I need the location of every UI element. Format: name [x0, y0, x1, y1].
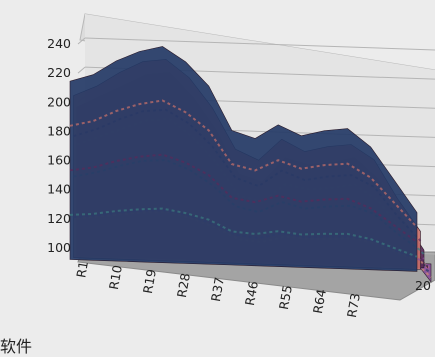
- depth-tick-label: 20: [415, 278, 431, 293]
- gridline-wall: [77, 66, 86, 74]
- gridline: [84, 37, 435, 51]
- gridline-wall: [77, 37, 86, 45]
- y-tick-label: 200: [47, 94, 71, 109]
- y-axis-ticks: 240 220 200 180 160 140 120 100: [47, 36, 71, 255]
- surface: [69, 46, 432, 283]
- y-tick-label: 180: [47, 123, 71, 138]
- surface-texture: [69, 153, 418, 243]
- surface-band: [69, 46, 418, 272]
- x-tick-label: R46: [242, 280, 261, 307]
- x-axis-ticks: R1 R10 R19 R28 R37 R46 R55 R64 R73: [73, 260, 363, 319]
- y-tick-label: 160: [47, 153, 71, 168]
- surface-texture: [69, 207, 418, 258]
- y-tick-label: 100: [47, 240, 71, 255]
- y-tick-label: 120: [47, 211, 71, 226]
- x-tick-label: R28: [174, 272, 193, 299]
- surface-texture: [69, 99, 418, 228]
- y-tick-label: 240: [47, 36, 71, 51]
- x-tick-label: R55: [276, 284, 295, 311]
- x-tick-label: R19: [140, 268, 159, 295]
- caption-text: 软件: [0, 337, 33, 356]
- y-tick-label: 140: [47, 182, 71, 197]
- x-tick-label: R10: [106, 264, 125, 291]
- x-tick-label: R73: [344, 292, 363, 319]
- x-tick-label: R1: [73, 260, 91, 279]
- x-tick-label: R37: [208, 276, 227, 303]
- x-tick-label: R64: [310, 288, 329, 315]
- y-tick-label: 220: [47, 65, 71, 80]
